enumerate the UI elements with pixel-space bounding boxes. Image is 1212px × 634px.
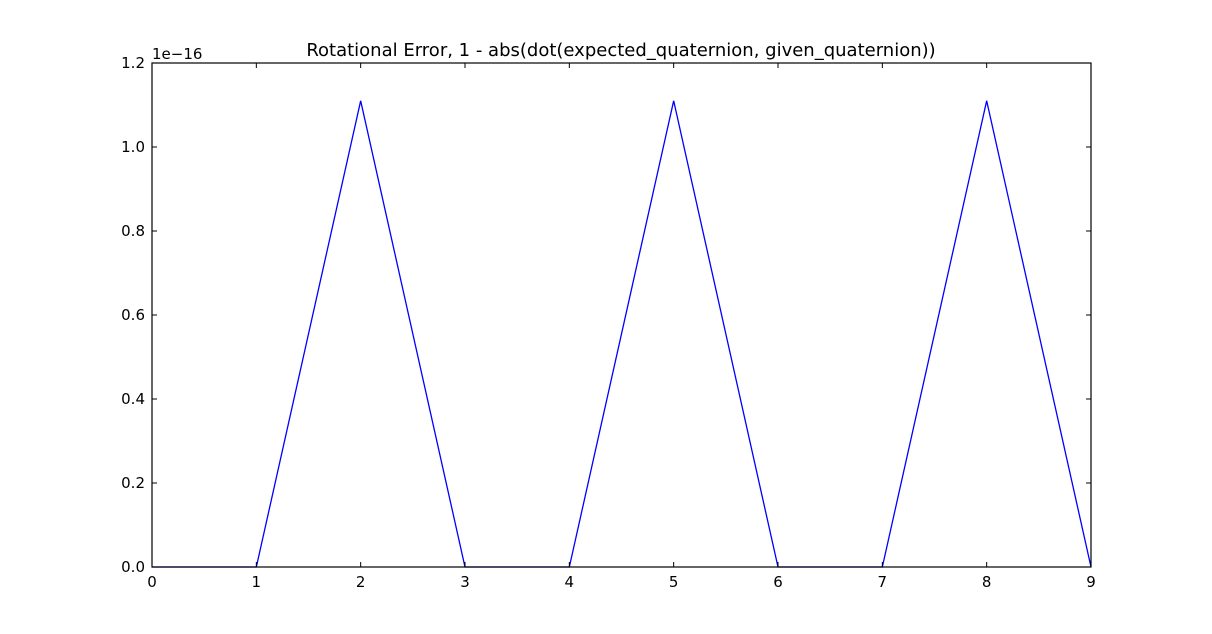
x-tick-label: 7 <box>878 573 888 591</box>
y-tick-label: 0.8 <box>121 222 145 240</box>
x-tick-label: 3 <box>460 573 470 591</box>
x-tick-label: 4 <box>565 573 575 591</box>
x-tick-label: 9 <box>1086 573 1096 591</box>
y-tick-label: 1.2 <box>121 54 145 72</box>
x-tick-label: 1 <box>252 573 262 591</box>
y-tick-label: 1.0 <box>121 138 145 156</box>
chart-title: Rotational Error, 1 - abs(dot(expected_q… <box>306 40 935 61</box>
x-tick-label: 8 <box>982 573 992 591</box>
axes-frame <box>151 62 1092 568</box>
y-tick-label: 0.6 <box>121 306 145 324</box>
plot-area: 0 1 2 3 4 5 6 7 8 9 0.0 0.2 0.4 0.6 0.8 1.0 1.2 <box>121 54 1096 591</box>
x-tick-label: 2 <box>356 573 366 591</box>
x-tick-label: 6 <box>773 573 783 591</box>
series-line-0 <box>152 100 1092 568</box>
y-tick-label: 0.0 <box>121 558 145 576</box>
x-tick-label: 5 <box>669 573 679 591</box>
x-tick-label: 0 <box>147 573 157 591</box>
y-tick-label: 0.2 <box>121 474 145 492</box>
y-axis-offset-label: 1e−16 <box>152 45 202 63</box>
y-tick-label: 0.4 <box>121 390 145 408</box>
